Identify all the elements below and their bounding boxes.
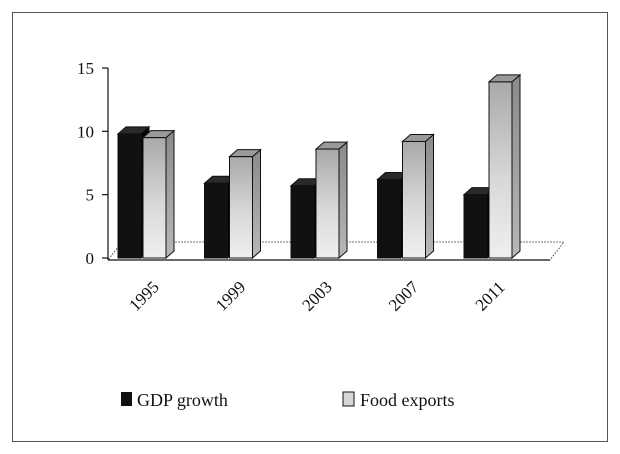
- legend: GDP growth Food exports: [121, 390, 455, 410]
- bar-gdp-growth-2011-front: [463, 194, 488, 259]
- y-tick-label: 15: [77, 59, 94, 78]
- bar-gdp-growth-1999-front: [204, 182, 228, 259]
- bar-gdp-growth-2003-front: [290, 185, 315, 259]
- y-tick-label: 10: [77, 122, 94, 141]
- bar-food-exports-2011-front: [488, 81, 513, 259]
- x-tick-label: 2007: [385, 277, 423, 315]
- legend-swatch-gdp-growth: [121, 392, 132, 406]
- x-tick-label: 2003: [298, 277, 335, 314]
- bar-food-exports-1995-side: [165, 129, 175, 260]
- x-tick-label: 1999: [212, 277, 249, 314]
- bar-food-exports-1999-front: [229, 156, 253, 259]
- bar-food-exports-2007: [401, 133, 435, 260]
- bar-gdp-growth-1995-front: [117, 133, 142, 259]
- x-tick-label: 1995: [125, 277, 162, 314]
- bar-gdp-growth-2007-front: [377, 178, 401, 259]
- legend-swatch-food-exports: [342, 391, 355, 407]
- bar-food-exports-1999: [228, 148, 262, 260]
- y-tick-label: 5: [86, 186, 95, 205]
- bar-food-exports-1995: [141, 129, 176, 260]
- bar-food-exports-2003: [314, 140, 349, 260]
- legend-label-food-exports: Food exports: [360, 390, 455, 410]
- bar-food-exports-2007-front: [402, 140, 426, 259]
- bar-food-exports-1999-side: [252, 148, 261, 260]
- bar-food-exports-2003-front: [315, 148, 340, 259]
- bar-food-exports-2011: [487, 73, 522, 260]
- y-tick-label: 0: [86, 249, 95, 268]
- legend-label-gdp-growth: GDP growth: [137, 390, 228, 410]
- bar-food-exports-2003-side: [338, 140, 348, 260]
- bar-food-exports-2011-side: [511, 73, 521, 260]
- bar-food-exports-2007-side: [425, 133, 434, 260]
- x-tick-label: 2011: [472, 278, 509, 315]
- bar-food-exports-1995-front: [142, 137, 167, 259]
